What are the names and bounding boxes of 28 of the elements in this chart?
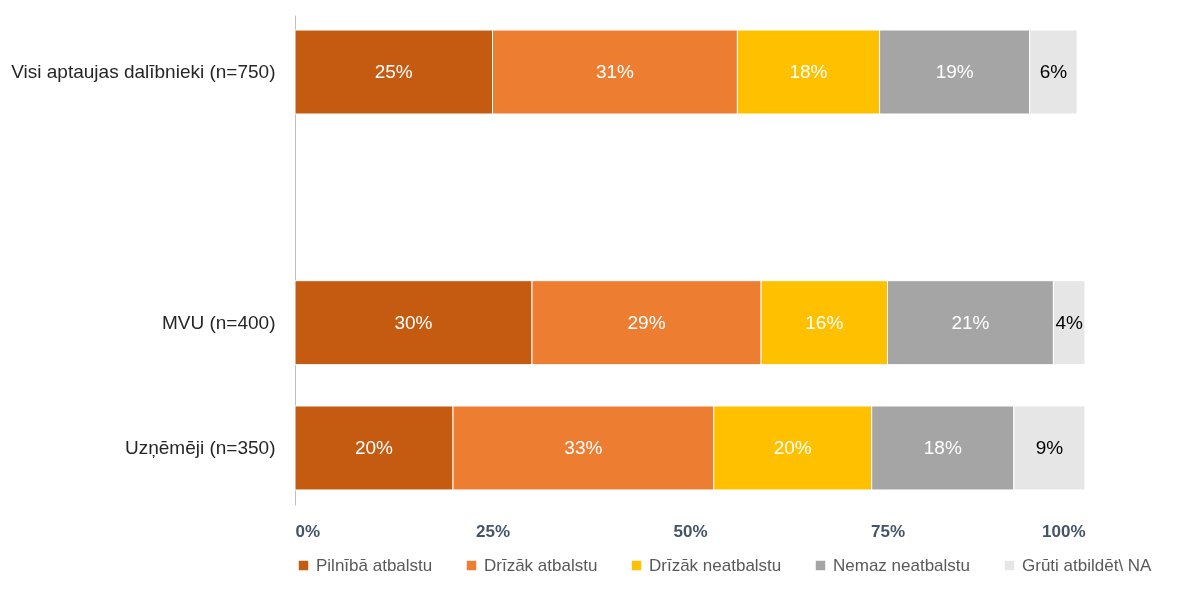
data-label: 4%	[1055, 311, 1084, 333]
data-label: 16%	[805, 311, 844, 333]
legend-label: Pilnībā atbalstu	[316, 555, 433, 575]
y-tick-label: MVU (n=400)	[161, 311, 276, 333]
legend-label: Drīzāk neatbalstu	[649, 555, 782, 575]
data-label: 19%	[935, 61, 974, 83]
legend-label: Nemaz neatbalstu	[833, 555, 971, 575]
legend-label: Grūti atbildēt\ NA	[1022, 555, 1153, 575]
data-label: 30%	[394, 311, 433, 333]
y-tick-label: Visi aptaujas dalībnieki (n=750)	[11, 61, 276, 83]
data-label: 18%	[789, 61, 828, 83]
x-tick-label: 100%	[1042, 521, 1086, 541]
x-tick-label: 25%	[475, 521, 511, 541]
x-tick-label: 0%	[295, 521, 321, 541]
data-label: 20%	[354, 436, 394, 458]
y-tick-label: Uzņēmēji (n=350)	[125, 436, 276, 458]
x-tick-label: 50%	[673, 521, 708, 541]
data-label: 29%	[627, 311, 666, 333]
data-label: 25%	[374, 61, 413, 83]
data-label: 20%	[773, 436, 812, 458]
data-label: 18%	[923, 436, 962, 458]
x-tick-label: 75%	[870, 521, 906, 541]
data-label: 21%	[951, 311, 990, 333]
data-label: 31%	[595, 61, 635, 83]
legend-label: Drīzāk atbalstu	[484, 555, 598, 575]
data-label: 9%	[1035, 436, 1064, 458]
data-label: 33%	[564, 436, 603, 458]
data-label: 6%	[1039, 61, 1068, 83]
